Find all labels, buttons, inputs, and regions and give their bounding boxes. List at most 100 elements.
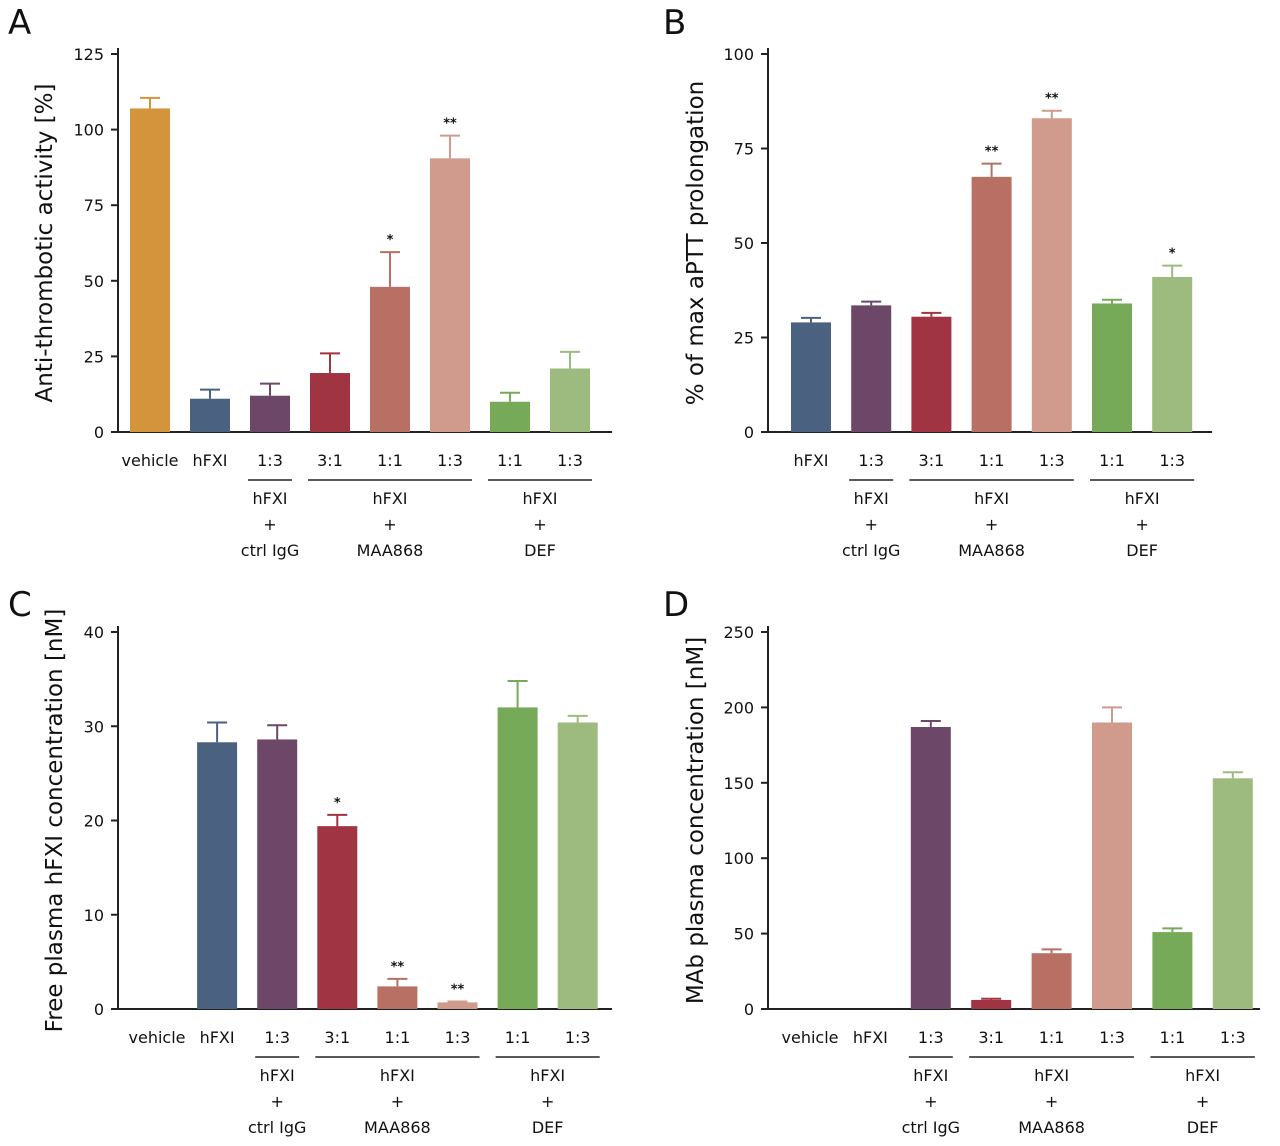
significance-marker: ** xyxy=(391,960,405,975)
y-tick-label: 50 xyxy=(734,234,754,253)
panel-letter: D xyxy=(663,585,689,625)
bar xyxy=(250,395,290,432)
bar xyxy=(1092,722,1132,1009)
significance-marker: * xyxy=(334,796,341,811)
group-label: DEF xyxy=(532,1118,564,1137)
category-label: 1:1 xyxy=(1160,1028,1186,1047)
bar xyxy=(1092,303,1132,432)
bar xyxy=(550,368,590,432)
group-label: hFXI xyxy=(1034,1066,1069,1085)
group-label: DEF xyxy=(1126,541,1158,560)
y-tick-label: 25 xyxy=(734,329,754,348)
y-tick-label: 100 xyxy=(73,121,104,140)
group-label: + xyxy=(1135,515,1148,534)
panel-b: B % of max aPTT prolongation 0 25 50 75 100 hFX… xyxy=(663,3,1212,560)
category-label: 1:3 xyxy=(1039,451,1065,470)
significance-marker: * xyxy=(387,233,394,248)
category-label: 1:3 xyxy=(565,1028,591,1047)
group-label: MAA868 xyxy=(958,541,1025,560)
group-label: MAA868 xyxy=(1018,1118,1085,1137)
y-tick-label: 100 xyxy=(723,849,754,868)
panel-c: C Free plasma hFXI concentration [nM] 0 10 2… xyxy=(8,585,612,1137)
category-label: 3:1 xyxy=(324,1028,350,1047)
group-label: ctrl IgG xyxy=(241,541,299,560)
bar xyxy=(257,739,298,1009)
bar xyxy=(310,373,350,432)
category-label: 1:3 xyxy=(918,1028,944,1047)
y-axis-label: Free plasma hFXI concentration [nM] xyxy=(42,609,68,1033)
bar xyxy=(1031,118,1072,432)
category-label: 1:3 xyxy=(264,1028,290,1047)
group-label: + xyxy=(1196,1092,1209,1111)
category-label: vehicle xyxy=(122,451,179,470)
group-label: MAA868 xyxy=(357,541,424,560)
category-label: 1:1 xyxy=(505,1028,531,1047)
group-label: DEF xyxy=(524,541,556,560)
bar xyxy=(130,108,170,432)
bar xyxy=(197,742,238,1009)
y-tick-label: 250 xyxy=(723,623,754,642)
group-label: hFXI xyxy=(260,1066,295,1085)
y-tick-label: 75 xyxy=(84,196,104,215)
panel-letter: B xyxy=(663,3,686,43)
group-label: + xyxy=(383,515,396,534)
group-label: + xyxy=(270,1092,283,1111)
bar xyxy=(791,322,831,432)
group-label: MAA868 xyxy=(364,1118,431,1137)
y-tick-label: 0 xyxy=(744,1000,754,1019)
group-label: hFXI xyxy=(1185,1066,1220,1085)
category-label: 1:1 xyxy=(377,451,403,470)
bar xyxy=(851,305,892,432)
significance-marker: ** xyxy=(985,145,999,160)
category-label: 1:1 xyxy=(385,1028,411,1047)
group-label: ctrl IgG xyxy=(248,1118,306,1137)
group-label: hFXI xyxy=(522,489,557,508)
y-tick-label: 40 xyxy=(84,623,104,642)
bar xyxy=(190,398,230,432)
bar xyxy=(430,158,470,432)
bar xyxy=(1152,277,1193,432)
category-label: 3:1 xyxy=(919,451,945,470)
category-label: 1:3 xyxy=(1099,1028,1125,1047)
group-label: DEF xyxy=(1187,1118,1219,1137)
y-tick-label: 25 xyxy=(84,347,104,366)
bar xyxy=(1031,953,1072,1009)
y-tick-label: 30 xyxy=(84,717,104,736)
y-tick-label: 0 xyxy=(744,423,754,442)
y-tick-label: 50 xyxy=(84,272,104,291)
category-label: 1:1 xyxy=(497,451,523,470)
y-tick-label: 10 xyxy=(84,906,104,925)
significance-marker: ** xyxy=(451,982,465,997)
category-label: 1:3 xyxy=(1159,451,1185,470)
bar xyxy=(971,176,1012,432)
bar xyxy=(490,401,530,432)
group-label: + xyxy=(263,515,276,534)
panel-letter: C xyxy=(8,585,32,625)
bar xyxy=(437,1002,478,1009)
y-tick-label: 100 xyxy=(723,45,754,64)
category-label: hFXI xyxy=(793,451,828,470)
category-label: 3:1 xyxy=(978,1028,1004,1047)
group-label: hFXI xyxy=(252,489,287,508)
group-label: + xyxy=(924,1092,937,1111)
bar xyxy=(317,826,358,1009)
group-label: hFXI xyxy=(854,489,889,508)
group-label: + xyxy=(391,1092,404,1111)
significance-marker: ** xyxy=(443,117,457,132)
category-label: 1:1 xyxy=(1099,451,1125,470)
category-label: 1:3 xyxy=(257,451,283,470)
panel-d: D MAb plasma concentration [nM] 0 50 100 150 2… xyxy=(663,585,1260,1137)
category-label: 1:1 xyxy=(979,451,1005,470)
group-label: hFXI xyxy=(1125,489,1160,508)
y-axis-label: Anti-thrombotic activity [%] xyxy=(32,84,58,403)
category-label: 1:3 xyxy=(445,1028,471,1047)
bar xyxy=(497,707,538,1009)
group-label: hFXI xyxy=(530,1066,565,1085)
y-tick-label: 200 xyxy=(723,698,754,717)
bar xyxy=(377,986,418,1009)
category-label: vehicle xyxy=(129,1028,186,1047)
group-label: ctrl IgG xyxy=(842,541,900,560)
y-tick-label: 150 xyxy=(723,774,754,793)
group-label: + xyxy=(1045,1092,1058,1111)
bar xyxy=(1212,778,1253,1009)
